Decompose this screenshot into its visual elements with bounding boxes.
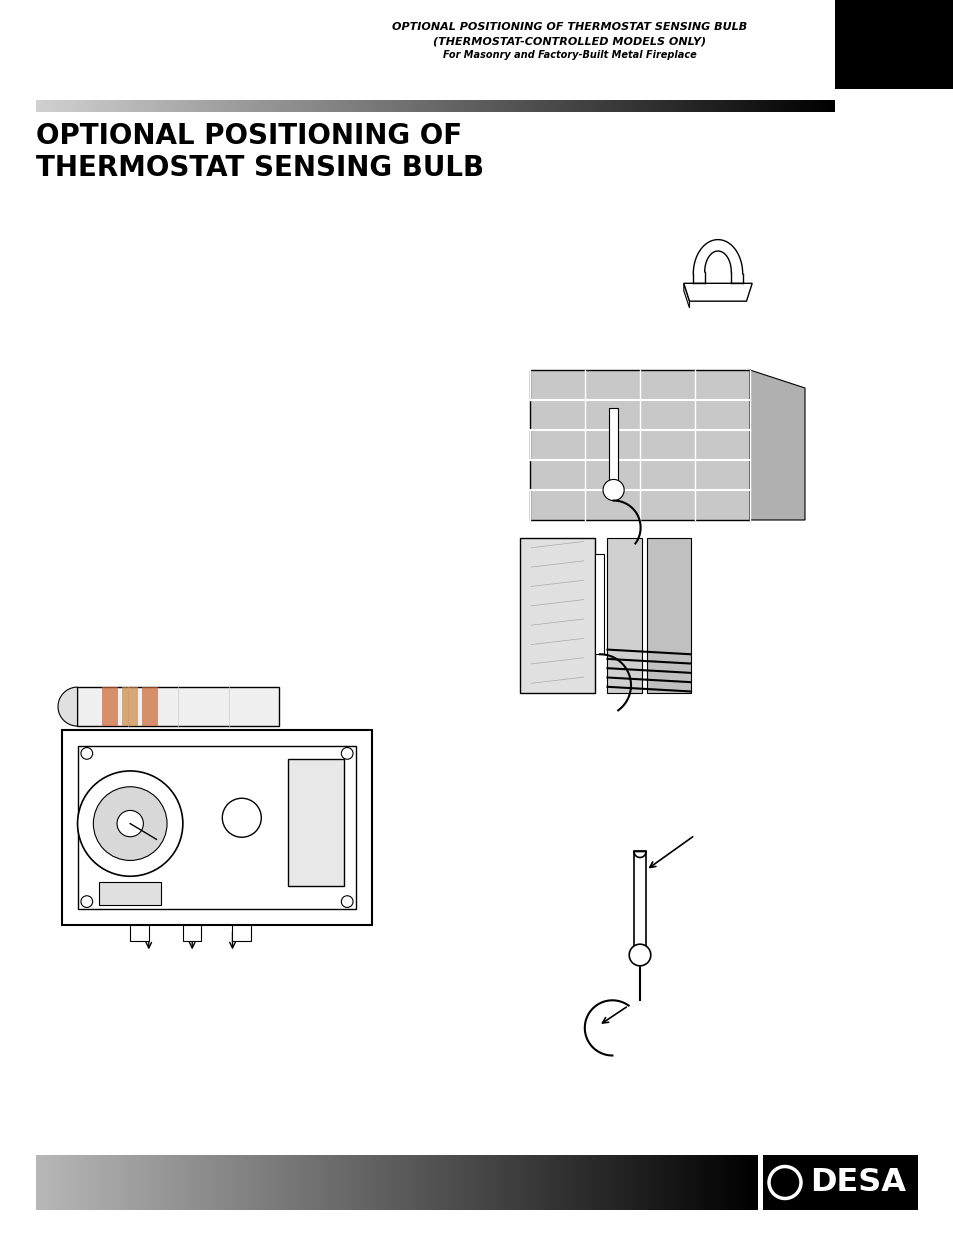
Bar (634, 851, 645, 955)
Bar (595, 553, 604, 655)
Bar (609, 408, 618, 490)
Circle shape (341, 747, 353, 760)
Bar (233, 925, 251, 941)
Circle shape (117, 810, 143, 837)
Bar (834, 0, 953, 89)
Text: For more information, visit www.desatech.com: For more information, visit www.desatech… (198, 1174, 600, 1191)
Text: OPTIONAL POSITIONING OF THERMOSTAT SENSING BULB: OPTIONAL POSITIONING OF THERMOSTAT SENSI… (392, 22, 747, 32)
Polygon shape (693, 240, 742, 274)
Circle shape (81, 747, 92, 760)
Bar (607, 538, 641, 693)
Text: For Masonry and Factory-Built Metal Fireplace: For Masonry and Factory-Built Metal Fire… (442, 49, 696, 61)
Circle shape (77, 771, 183, 877)
Polygon shape (749, 370, 804, 520)
Polygon shape (634, 851, 645, 857)
Text: OPTIONAL POSITIONING OF: OPTIONAL POSITIONING OF (36, 122, 461, 149)
Bar (77, 687, 278, 726)
Bar (99, 882, 161, 905)
Text: (THERMOSTAT-CONTROLLED MODELS ONLY): (THERMOSTAT-CONTROLLED MODELS ONLY) (433, 36, 706, 46)
Bar (530, 370, 749, 520)
Bar (142, 687, 158, 726)
Bar (62, 730, 372, 925)
Circle shape (81, 895, 92, 908)
Polygon shape (683, 283, 751, 301)
Polygon shape (58, 687, 77, 726)
Bar (102, 687, 117, 726)
Circle shape (222, 798, 261, 837)
Bar (122, 687, 138, 726)
Bar (519, 538, 595, 693)
Bar (130, 925, 149, 941)
Bar (77, 746, 356, 909)
Circle shape (629, 945, 650, 966)
Bar (288, 760, 344, 885)
Text: DESA: DESA (809, 1167, 905, 1198)
Polygon shape (683, 283, 689, 308)
Circle shape (341, 895, 353, 908)
Bar (183, 925, 201, 941)
Circle shape (602, 479, 623, 500)
Text: THERMOSTAT SENSING BULB: THERMOSTAT SENSING BULB (36, 154, 483, 182)
Bar (646, 538, 690, 693)
Circle shape (93, 787, 167, 861)
Circle shape (768, 1167, 801, 1198)
Bar (762, 1155, 917, 1210)
